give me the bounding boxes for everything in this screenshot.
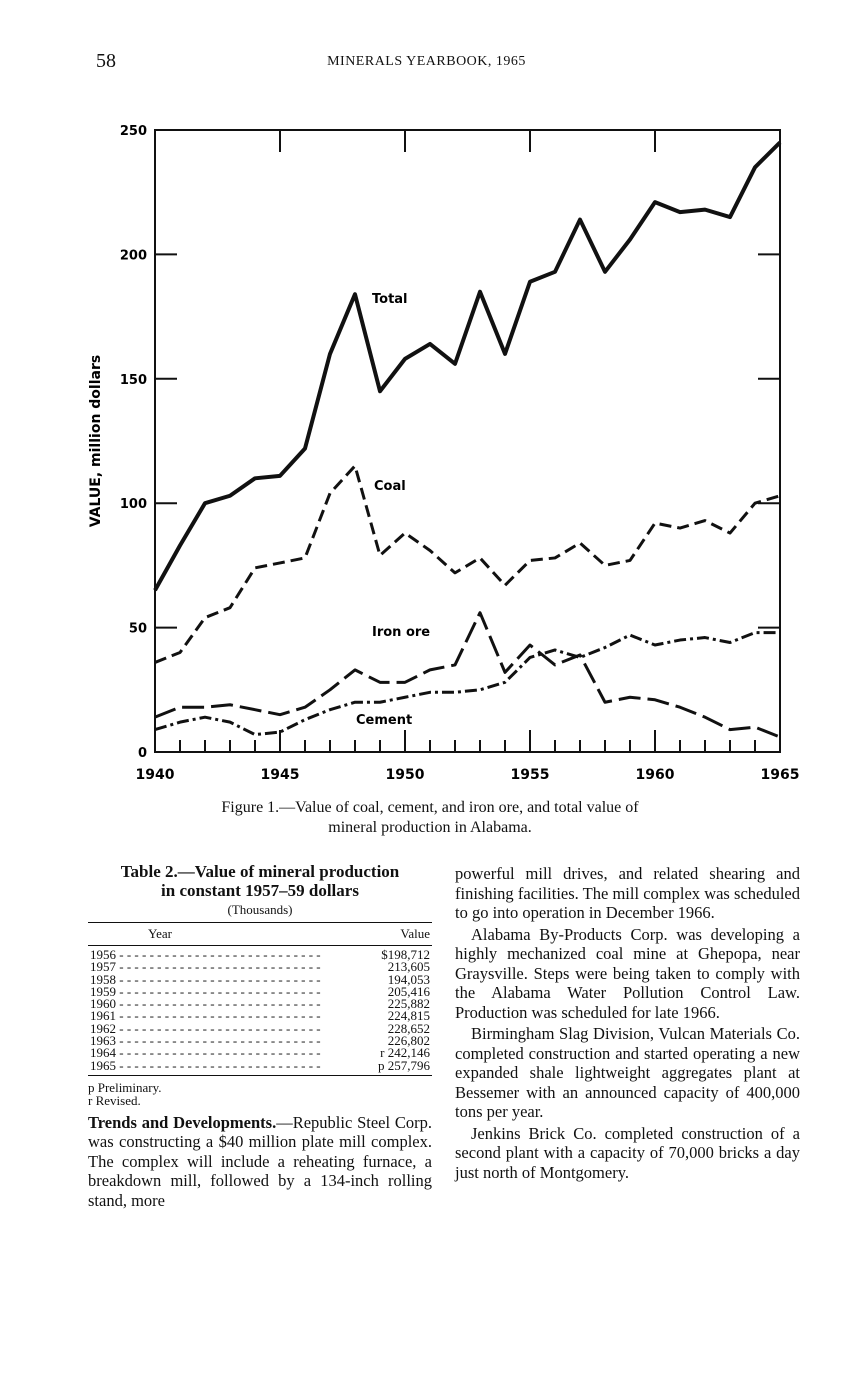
year-cell: 1957 - - - - - - - - - - - - - - - - - -…: [90, 959, 321, 975]
x-tick-label: 1950: [386, 767, 425, 783]
paragraph: powerful mill drives, and related sheari…: [455, 864, 800, 922]
value-cell: 194,053: [387, 971, 430, 987]
note-revised: r Revised.: [88, 1092, 141, 1108]
series-label: Total: [372, 292, 408, 307]
table-row: 1958 - - - - - - - - - - - - - - - - - -…: [88, 971, 432, 987]
table-row: 1957 - - - - - - - - - - - - - - - - - -…: [88, 959, 432, 975]
value-cell: 205,416: [387, 983, 430, 999]
table-row: 1961 - - - - - - - - - - - - - - - - - -…: [88, 1008, 432, 1024]
series-label: Coal: [374, 479, 406, 494]
figure-caption: Figure 1.—Value of coal, cement, and iro…: [150, 798, 710, 838]
x-tick-label: 1945: [261, 767, 300, 783]
y-tick-label: 150: [120, 373, 147, 388]
table-title-line-2: in constant 1957–59 dollars: [161, 881, 359, 900]
paragraph: Birmingham Slag Division, Vulcan Materia…: [455, 1024, 800, 1121]
note-preliminary: p Preliminary.: [88, 1079, 162, 1095]
year-cell: 1960 - - - - - - - - - - - - - - - - - -…: [90, 996, 321, 1012]
caption-line-2: mineral production in Alabama.: [328, 819, 532, 836]
year-cell: 1965 - - - - - - - - - - - - - - - - - -…: [90, 1057, 321, 1073]
value-cell: p 257,796: [378, 1057, 430, 1073]
y-tick-label: 250: [120, 124, 147, 139]
table-row: 1962 - - - - - - - - - - - - - - - - - -…: [88, 1020, 432, 1036]
paragraph: Alabama By-Products Corp. was developing…: [455, 924, 800, 1022]
table-row: 1960 - - - - - - - - - - - - - - - - - -…: [88, 996, 432, 1012]
series-line-cement: [154, 631, 780, 737]
running-title: MINERALS YEARBOOK, 1965: [327, 54, 526, 69]
y-axis-label: VALUE, million dollars: [88, 355, 104, 527]
series-label: Iron ore: [372, 625, 430, 640]
value-cell: 224,815: [387, 1008, 430, 1024]
table-row: 1963 - - - - - - - - - - - - - - - - - -…: [88, 1033, 432, 1049]
trends-heading: Trends and Developments.: [88, 1112, 277, 1132]
table-title-line-1: Table 2.—Value of mineral production: [120, 862, 400, 881]
value-cell: 213,605: [387, 959, 430, 975]
value-cell: $198,712: [381, 947, 430, 962]
year-cell: 1963 - - - - - - - - - - - - - - - - - -…: [90, 1033, 321, 1049]
y-tick-label: 100: [120, 497, 147, 512]
x-tick-label: 1960: [636, 767, 675, 783]
table-row: 1959 - - - - - - - - - - - - - - - - - -…: [88, 983, 432, 999]
year-cell: 1956 - - - - - - - - - - - - - - - - - -…: [90, 947, 321, 962]
table-row: 1964 - - - - - - - - - - - - - - - - - -…: [88, 1045, 432, 1061]
x-tick-label: 1940: [136, 767, 175, 783]
series-line-coal: [154, 464, 781, 664]
value-cell: 226,802: [387, 1033, 430, 1049]
table-row: 1956 - - - - - - - - - - - - - - - - - -…: [88, 946, 432, 962]
paragraph: Jenkins Brick Co. completed construction…: [455, 1123, 800, 1182]
col-header-value: Value: [365, 922, 432, 946]
figure-1-chart: 1940 1945 1950 1955 1960 1965 0 50 100 150 200 250 V…: [88, 124, 800, 783]
year-cell: 1958 - - - - - - - - - - - - - - - - - -…: [90, 971, 321, 987]
year-cell: 1959 - - - - - - - - - - - - - - - - - -…: [90, 983, 321, 999]
page-number: 58: [96, 50, 116, 72]
x-tick-label: 1965: [761, 767, 800, 783]
series-label: Cement: [356, 713, 412, 728]
table-title: Table 2.—Value of mineral production in …: [88, 862, 432, 900]
year-cell: 1964 - - - - - - - - - - - - - - - - - -…: [90, 1045, 321, 1061]
value-cell: 228,652: [387, 1020, 430, 1036]
right-column: powerful mill drives, and related sheari…: [455, 864, 800, 1184]
trends-paragraph: Trends and Developments.—Republic Steel …: [88, 1113, 432, 1211]
caption-line-1: Figure 1.—Value of coal, cement, and iro…: [221, 799, 639, 816]
col-header-year: Year: [88, 922, 366, 946]
plot-frame: [154, 129, 781, 753]
series-line-total: [153, 141, 782, 592]
trends-body: —Republic Steel Corp. was constructing a…: [88, 1112, 432, 1210]
y-tick-label: 200: [120, 248, 147, 263]
y-tick-label: 50: [129, 622, 147, 637]
x-tick-label: 1955: [511, 767, 550, 783]
year-cell: 1961 - - - - - - - - - - - - - - - - - -…: [90, 1008, 321, 1024]
value-cell: 225,882: [387, 996, 430, 1012]
y-tick-label: 0: [138, 746, 147, 761]
table-row: 1965 - - - - - - - - - - - - - - - - - -…: [88, 1057, 432, 1076]
year-cell: 1962 - - - - - - - - - - - - - - - - - -…: [90, 1020, 321, 1036]
table-subtitle: (Thousands): [227, 902, 293, 917]
value-cell: r 242,146: [380, 1045, 430, 1061]
value-table: Year Value 1956 - - - - - - - - - - - - …: [88, 922, 432, 1076]
left-column: Table 2.—Value of mineral production in …: [88, 862, 432, 1210]
series-line-iron-ore: [154, 611, 781, 739]
